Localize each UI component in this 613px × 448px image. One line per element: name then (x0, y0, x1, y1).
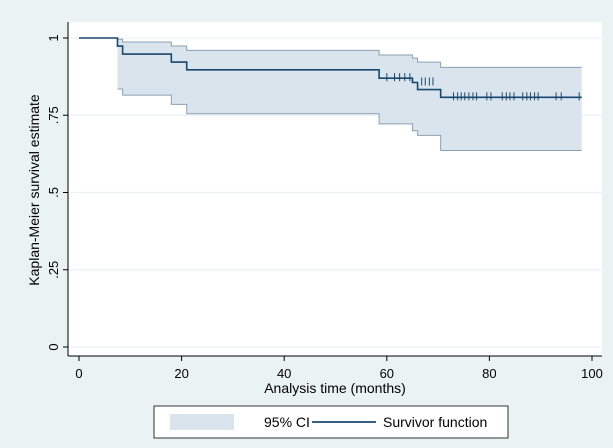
x-tick-label: 20 (174, 366, 188, 381)
y-tick-label: .75 (46, 106, 61, 124)
legend-survivor-label: Survivor function (383, 414, 487, 430)
ci-lower-line (117, 88, 582, 151)
legend: 95% CI Survivor function (153, 405, 509, 439)
x-tick-label: 80 (482, 366, 496, 381)
y-tick-label: 1 (46, 34, 61, 41)
x-tick-label: 100 (581, 366, 603, 381)
ci-upper-line (117, 38, 582, 68)
x-tick-label: 40 (277, 366, 291, 381)
legend-ci-swatch (170, 414, 234, 430)
x-tick-label: 60 (380, 366, 394, 381)
axes: 0 .25 .5 .75 1 0 20 40 60 80 100 (46, 22, 603, 381)
y-axis-label: Kaplan-Meier survival estimate (26, 94, 42, 286)
survivor-function-line (79, 37, 582, 99)
x-axis-label: Analysis time (months) (264, 380, 406, 396)
ci-area (117, 39, 582, 151)
censor-marks (386, 73, 580, 101)
survivor-line-group (79, 37, 582, 99)
ci-band (117, 38, 582, 151)
legend-ci-label: 95% CI (264, 414, 310, 430)
x-tick-label: 0 (75, 366, 82, 381)
y-tick-label: .25 (46, 261, 61, 279)
y-tick-label: .5 (46, 187, 61, 198)
y-tick-label: 0 (46, 343, 61, 350)
